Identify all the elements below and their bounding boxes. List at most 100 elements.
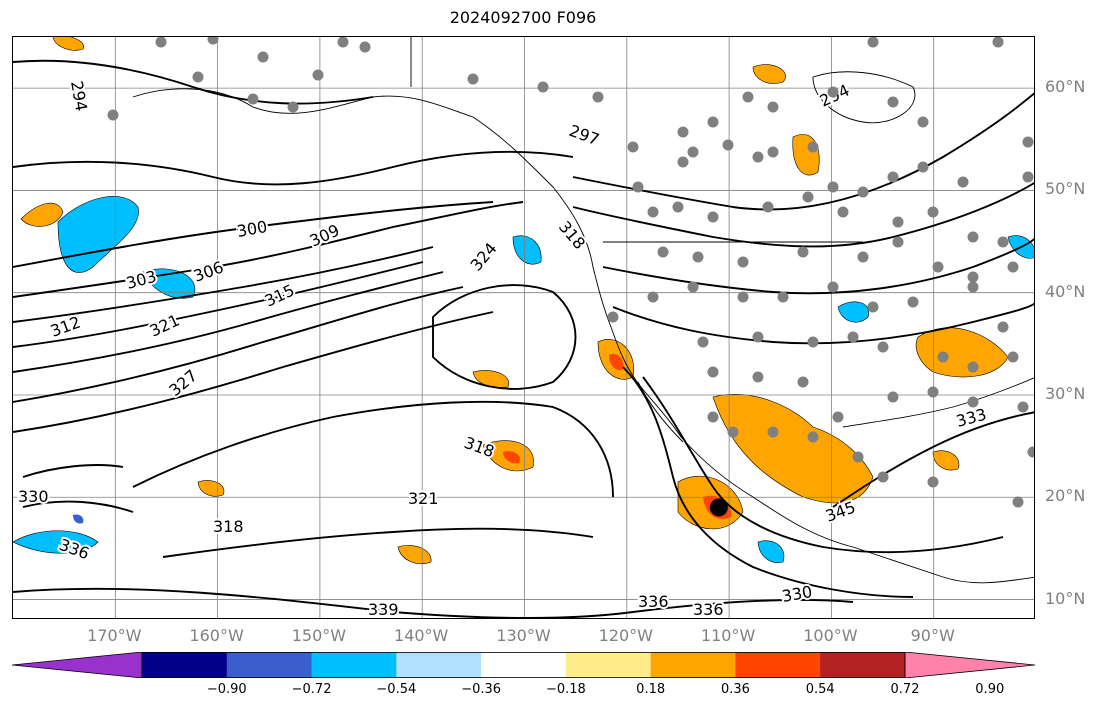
latitude-label: 20°N [1045,486,1086,506]
station-dot [967,281,979,293]
station-dot [807,336,819,348]
station-dot [917,161,929,173]
station-dot [967,231,979,243]
station-dot [927,206,939,218]
contour-label: 315 [262,280,298,310]
station-dot [742,91,754,103]
colorbar-tick-label: −0.54 [376,682,417,697]
station-dot [997,321,1009,333]
latitude-label: 60°N [1045,77,1086,97]
map-title: 2024092700 F096 [449,8,597,27]
station-dot [797,246,809,258]
contour-label: 318 [213,517,244,536]
station-dot [312,69,324,81]
longitude-label: 90°W [910,626,955,645]
positive-shade [915,327,1009,378]
colorbar-tick-label: −0.72 [291,682,332,697]
colorbar-tick-label: 0.36 [720,682,750,697]
station-dot [647,291,659,303]
contour-label: 321 [147,310,183,340]
longitude-label: 100°W [803,626,858,645]
station-dot [997,236,1009,248]
contour-label: 303 [124,267,158,293]
station-dot [847,331,859,343]
station-dot [1027,446,1034,458]
station-dot [767,426,779,438]
latitude-label: 40°N [1045,281,1086,301]
longitude-label: 140°W [394,626,449,645]
station-dot [767,146,779,158]
station-dot [867,37,879,48]
station-dot [852,451,864,463]
station-dot [807,141,819,153]
station-dot [807,431,819,443]
positive-high-shade [609,353,624,371]
station-dot [677,126,689,138]
station-dot [1022,136,1034,148]
station-dot [877,341,889,353]
station-dot [867,301,879,313]
us-west-coast [592,266,682,438]
station-dot [827,181,839,193]
colorbar-tick-label: −0.36 [461,682,502,697]
station-dot [892,216,904,228]
baja-peninsula [637,381,684,443]
station-dot [887,96,899,108]
colorbar-segment [650,652,736,678]
positive-shade [197,480,225,497]
station-dot [627,141,639,153]
positive-shade [397,545,432,565]
longitude-label: 120°W [598,626,653,645]
station-dot [657,246,669,258]
station-dot [337,37,349,48]
colorbar-tick-label: 0.72 [890,682,920,697]
positive-shade [932,450,960,471]
station-dot [677,156,689,168]
map-panel[interactable]: 294 297 300 303 306 309 312 315 318 321 324 327 345 3… [12,36,1035,619]
station-dot [907,296,919,308]
negative-shade [512,235,542,265]
positive-shade [792,134,820,176]
station-dot [797,376,809,388]
station-dot [752,151,764,163]
station-dot [1007,351,1019,363]
station-dot [632,181,644,193]
station-dot [827,86,839,98]
station-dot [1012,496,1024,508]
station-dot [967,361,979,373]
negative-shade [13,530,99,554]
station-dot [737,256,749,268]
longitude-label: 170°W [87,626,142,645]
positive-shade [20,202,64,227]
station-dot [647,206,659,218]
station-dot [692,251,704,263]
station-dot [1017,401,1029,413]
contour-label: 318 [462,433,497,461]
contour-label: 309 [307,220,343,250]
colorbar-tick-label: 0.90 [975,682,1005,697]
station-dot [767,101,779,113]
colorbar-segment [565,652,652,678]
station-dot [687,281,699,293]
station-dot [467,73,479,85]
gulf-coast [842,377,1034,428]
colorbar-segment [142,652,228,678]
latitude-label: 30°N [1045,383,1086,403]
station-dot [967,396,979,408]
station-dot [257,51,269,63]
contour-label: 321 [408,489,439,508]
colorbar-extend-low [12,652,143,678]
colorbar-tick-label: 0.54 [805,682,835,697]
station-dot [802,191,814,203]
negative-shade [837,301,870,323]
station-dot [957,176,969,188]
station-dot [697,336,709,348]
station-dot [927,386,939,398]
latitude-label: 10°N [1045,588,1086,608]
station-dot [1007,261,1019,273]
station-dot [937,351,949,363]
negative-shade [757,540,785,563]
station-dot [762,201,774,213]
